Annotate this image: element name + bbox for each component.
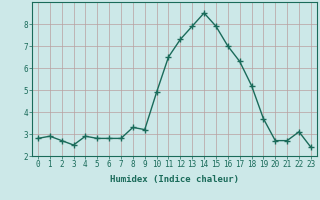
X-axis label: Humidex (Indice chaleur): Humidex (Indice chaleur) bbox=[110, 175, 239, 184]
